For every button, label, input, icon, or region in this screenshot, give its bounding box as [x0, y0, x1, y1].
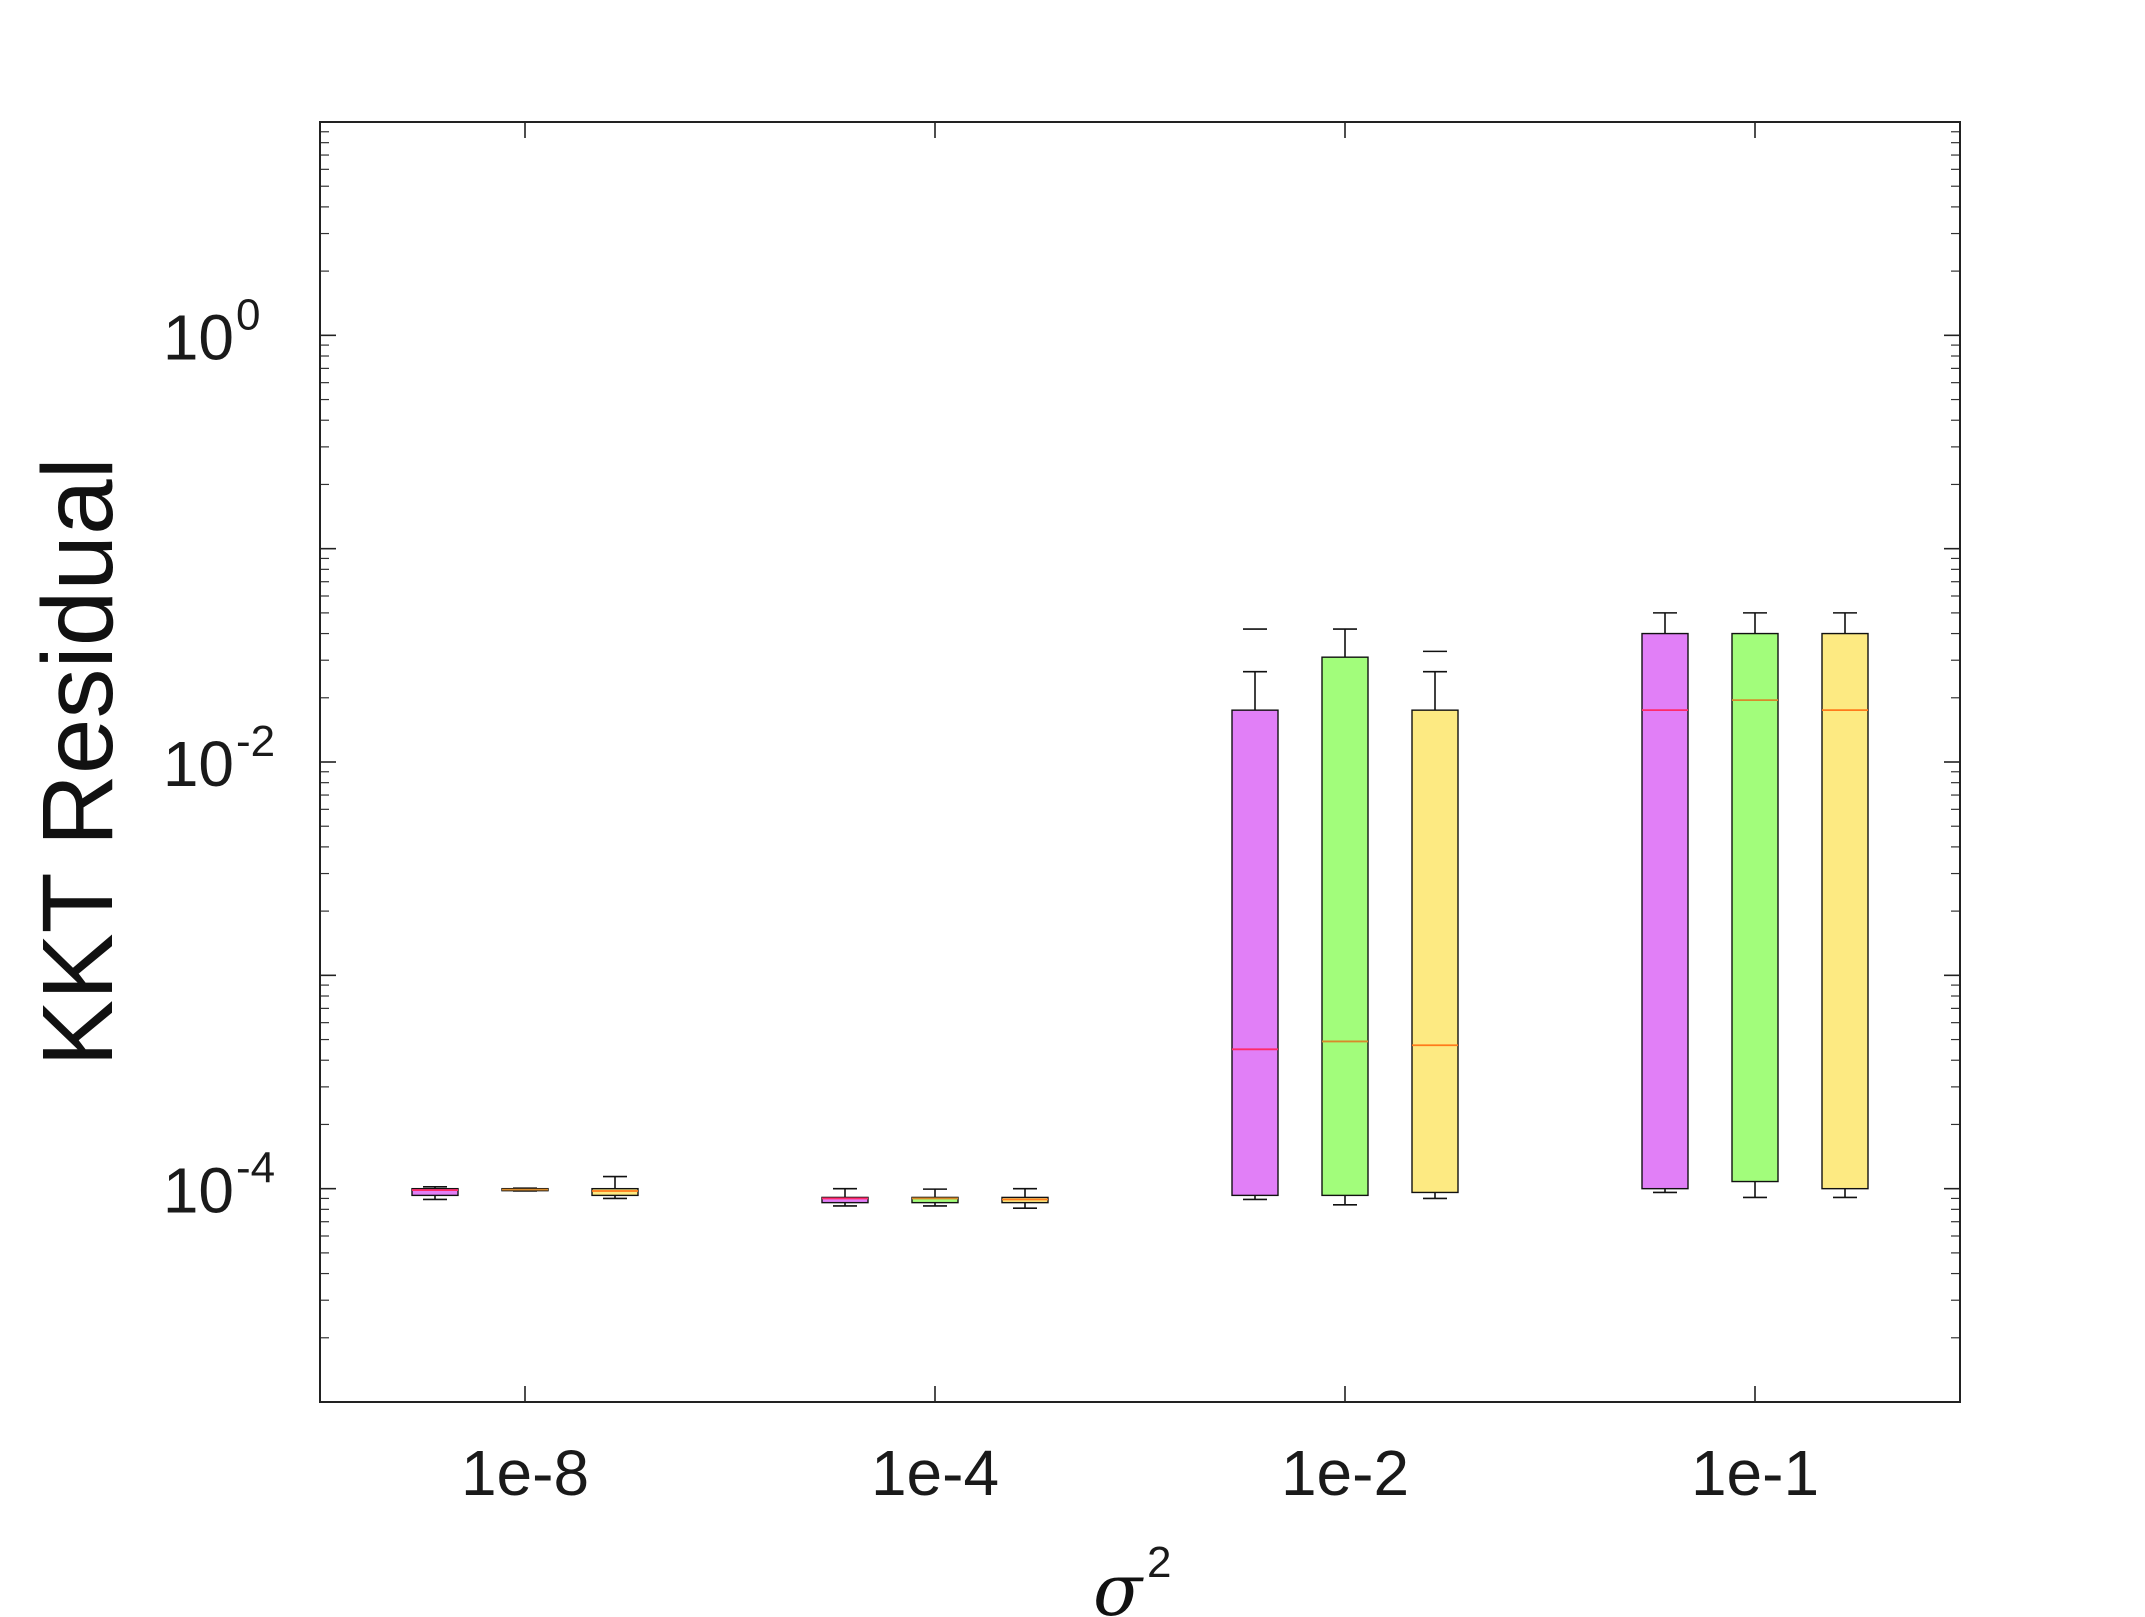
- box-iqr: [821, 1196, 869, 1204]
- box-iqr: [911, 1196, 959, 1204]
- box-1e-1-2: [1731, 612, 1779, 1199]
- box-1e-4-1: [821, 1187, 869, 1207]
- y-tick-label-base: 10: [163, 1155, 234, 1227]
- boxes: [411, 612, 1869, 1209]
- x-tick-label: 1e-1: [1691, 1437, 1819, 1509]
- box-1e-4-2: [911, 1188, 959, 1207]
- y-tick-label: 10 -2: [163, 717, 275, 800]
- box-iqr: [1731, 632, 1779, 1183]
- y-tick-label: 10 0: [163, 290, 261, 373]
- x-tick-labels: 1e-8 1e-4 1e-2 1e-1: [461, 1437, 1819, 1509]
- box-1e-1-1: [1641, 612, 1689, 1194]
- x-axis-label: σ 2: [1093, 1538, 1171, 1617]
- box-1e-1-3: [1821, 612, 1869, 1199]
- box-1e-2-3: [1411, 650, 1459, 1200]
- x-tick-label: 1e-2: [1281, 1437, 1409, 1509]
- box-iqr: [1641, 632, 1689, 1190]
- y-axis-label: KKT Residual: [22, 457, 134, 1067]
- y-tick-label-base: 10: [163, 728, 234, 800]
- box-1e-8-3: [591, 1175, 639, 1200]
- box-iqr: [1321, 656, 1369, 1197]
- box-1e-2-2: [1321, 628, 1369, 1206]
- y-tick-label-exp: 0: [236, 290, 260, 339]
- y-tick-label-base: 10: [163, 301, 234, 373]
- box-1e-2-1: [1231, 628, 1279, 1201]
- box-1e-4-3: [1001, 1187, 1049, 1209]
- box-iqr: [1411, 709, 1459, 1194]
- x-tick-label: 1e-8: [461, 1437, 589, 1509]
- y-tick-label-exp: -4: [236, 1144, 275, 1193]
- major-ticks: [320, 121, 1960, 1403]
- y-tick-label: 10 -4: [163, 1144, 275, 1227]
- box-iqr: [1821, 632, 1869, 1190]
- y-tick-label-exp: -2: [236, 717, 275, 766]
- box-iqr: [591, 1187, 639, 1197]
- x-tick-label: 1e-4: [871, 1437, 999, 1509]
- box-iqr: [411, 1187, 459, 1197]
- minor-ticks: [320, 131, 1960, 1339]
- box-1e-8-1: [411, 1186, 459, 1201]
- box-1e-8-2: [501, 1187, 549, 1192]
- box-iqr: [1231, 709, 1279, 1197]
- x-axis-label-base: σ: [1093, 1548, 1144, 1617]
- x-axis-label-sup: 2: [1147, 1538, 1171, 1587]
- plot-area: [320, 122, 1960, 1402]
